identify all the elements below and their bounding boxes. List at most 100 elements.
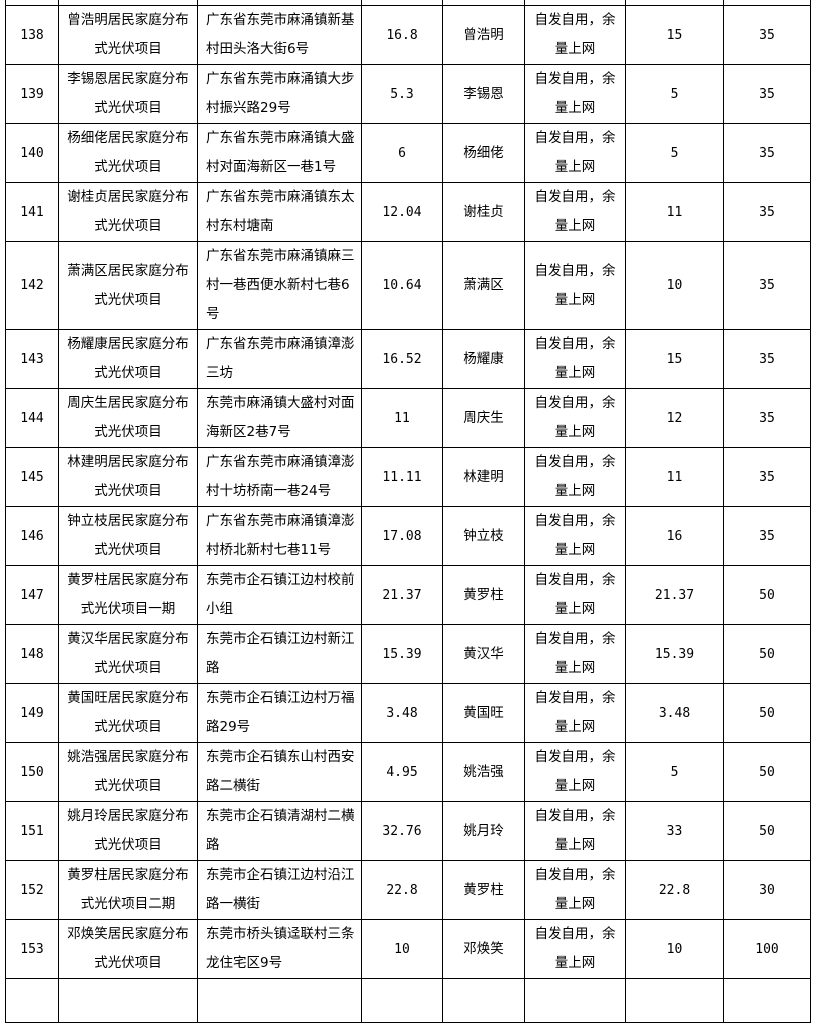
table-row: 140 杨细佬居民家庭分布式光伏项目 广东省东莞市麻涌镇大盛村对面海新区一巷1号 6 杨… [5, 123, 811, 183]
project-name-cell: 黄汉华居民家庭分布式光伏项目 [58, 624, 198, 684]
consumption-mode-cell: 自发自用，余量上网 [524, 388, 626, 448]
value-7-cell: 5 [625, 123, 724, 183]
table-row: 152 黄罗柱居民家庭分布式光伏项目二期 东莞市企石镇江边村沿江路一横街 22.8 黄罗… [5, 860, 811, 920]
value-8-cell: 35 [723, 241, 811, 330]
capacity-cell: 32.76 [361, 801, 443, 861]
table-row: 141 谢桂贞居民家庭分布式光伏项目 广东省东莞市麻涌镇东太村东村塘南 12.04 谢桂… [5, 182, 811, 242]
value-8-cell: 35 [723, 388, 811, 448]
consumption-mode-cell: 自发自用，余量上网 [524, 860, 626, 920]
capacity-cell: 12.04 [361, 182, 443, 242]
value-8-cell: 35 [723, 329, 811, 389]
project-name-cell: 曾浩明居民家庭分布式光伏项目 [58, 5, 198, 65]
table-row: 148 黄汉华居民家庭分布式光伏项目 东莞市企石镇江边村新江路 15.39 黄汉华 自发自… [5, 624, 811, 684]
value-8-cell: 50 [723, 565, 811, 625]
value-8-cell: 50 [723, 683, 811, 743]
owner-name-cell: 邓焕笑 [442, 919, 525, 979]
address-cell: 东莞市企石镇江边村校前小组 [197, 565, 362, 625]
address-cell: 广东省东莞市麻涌镇漳澎三坊 [197, 329, 362, 389]
project-name-cell: 萧满区居民家庭分布式光伏项目 [58, 241, 198, 330]
empty-cell [5, 978, 59, 1023]
value-8-cell: 35 [723, 123, 811, 183]
value-8-cell: 100 [723, 919, 811, 979]
row-number-cell: 143 [5, 329, 59, 389]
value-7-cell: 15.39 [625, 624, 724, 684]
table-row: 145 林建明居民家庭分布式光伏项目 广东省东莞市麻涌镇漳澎村十坊桥南一巷24号 11… [5, 447, 811, 507]
consumption-mode-cell: 自发自用，余量上网 [524, 801, 626, 861]
row-number-cell: 142 [5, 241, 59, 330]
table-row: 149 黄国旺居民家庭分布式光伏项目 东莞市企石镇江边村万福路29号 3.48 黄国旺自… [5, 683, 811, 743]
address-cell: 东莞市企石镇江边村万福路29号 [197, 683, 362, 743]
project-table: 138 曾浩明居民家庭分布式光伏项目 广东省东莞市麻涌镇新基村田头洛大街6号 16.8… [5, 0, 811, 1023]
row-number-cell: 140 [5, 123, 59, 183]
owner-name-cell: 林建明 [442, 447, 525, 507]
value-7-cell: 33 [625, 801, 724, 861]
capacity-cell: 5.3 [361, 64, 443, 124]
row-number-cell: 153 [5, 919, 59, 979]
consumption-mode-cell: 自发自用，余量上网 [524, 447, 626, 507]
owner-name-cell: 谢桂贞 [442, 182, 525, 242]
owner-name-cell: 曾浩明 [442, 5, 525, 65]
consumption-mode-cell: 自发自用，余量上网 [524, 919, 626, 979]
address-cell: 广东省东莞市麻涌镇漳澎村桥北新村七巷11号 [197, 506, 362, 566]
empty-cell [625, 978, 724, 1023]
owner-name-cell: 周庆生 [442, 388, 525, 448]
value-7-cell: 11 [625, 447, 724, 507]
capacity-cell: 16.52 [361, 329, 443, 389]
value-7-cell: 22.8 [625, 860, 724, 920]
row-number-cell: 141 [5, 182, 59, 242]
table-row: 144 周庆生居民家庭分布式光伏项目 东莞市麻涌镇大盛村对面海新区2巷7号 11 周庆生… [5, 388, 811, 448]
owner-name-cell: 杨耀康 [442, 329, 525, 389]
address-cell: 广东省东莞市麻涌镇漳澎村十坊桥南一巷24号 [197, 447, 362, 507]
value-8-cell: 50 [723, 742, 811, 802]
address-cell: 广东省东莞市麻涌镇大盛村对面海新区一巷1号 [197, 123, 362, 183]
empty-cell [361, 978, 443, 1023]
address-cell: 东莞市企石镇东山村西安路二横街 [197, 742, 362, 802]
row-number-cell: 150 [5, 742, 59, 802]
owner-name-cell: 黄国旺 [442, 683, 525, 743]
consumption-mode-cell: 自发自用，余量上网 [524, 742, 626, 802]
row-number-cell: 152 [5, 860, 59, 920]
value-8-cell: 35 [723, 447, 811, 507]
capacity-cell: 22.8 [361, 860, 443, 920]
value-8-cell: 35 [723, 5, 811, 65]
owner-name-cell: 杨细佬 [442, 123, 525, 183]
table-row: 139 李锡恩居民家庭分布式光伏项目 广东省东莞市麻涌镇大步村振兴路29号 5.3 李锡… [5, 64, 811, 124]
table-row: 146 钟立枝居民家庭分布式光伏项目 广东省东莞市麻涌镇漳澎村桥北新村七巷11号 17… [5, 506, 811, 566]
consumption-mode-cell: 自发自用，余量上网 [524, 182, 626, 242]
consumption-mode-cell: 自发自用，余量上网 [524, 624, 626, 684]
consumption-mode-cell: 自发自用，余量上网 [524, 64, 626, 124]
row-number-cell: 138 [5, 5, 59, 65]
row-number-cell: 147 [5, 565, 59, 625]
table-row: 153 邓焕笑居民家庭分布式光伏项目 东莞市桥头镇迳联村三条龙住宅区9号 10 邓焕笑自… [5, 919, 811, 979]
owner-name-cell: 黄罗柱 [442, 860, 525, 920]
table-row: 150 姚浩强居民家庭分布式光伏项目 东莞市企石镇东山村西安路二横街 4.95 姚浩强自… [5, 742, 811, 802]
capacity-cell: 11.11 [361, 447, 443, 507]
address-cell: 东莞市企石镇江边村沿江路一横街 [197, 860, 362, 920]
table-row: 138 曾浩明居民家庭分布式光伏项目 广东省东莞市麻涌镇新基村田头洛大街6号 16.8… [5, 5, 811, 65]
owner-name-cell: 钟立枝 [442, 506, 525, 566]
empty-cell [197, 978, 362, 1023]
empty-cell [442, 978, 525, 1023]
project-name-cell: 黄国旺居民家庭分布式光伏项目 [58, 683, 198, 743]
empty-cell [58, 978, 198, 1023]
project-name-cell: 黄罗柱居民家庭分布式光伏项目一期 [58, 565, 198, 625]
value-8-cell: 35 [723, 182, 811, 242]
value-8-cell: 30 [723, 860, 811, 920]
project-name-cell: 谢桂贞居民家庭分布式光伏项目 [58, 182, 198, 242]
consumption-mode-cell: 自发自用，余量上网 [524, 123, 626, 183]
address-cell: 东莞市桥头镇迳联村三条龙住宅区9号 [197, 919, 362, 979]
value-7-cell: 5 [625, 742, 724, 802]
capacity-cell: 6 [361, 123, 443, 183]
project-name-cell: 邓焕笑居民家庭分布式光伏项目 [58, 919, 198, 979]
consumption-mode-cell: 自发自用，余量上网 [524, 506, 626, 566]
value-7-cell: 21.37 [625, 565, 724, 625]
empty-cell [524, 978, 626, 1023]
capacity-cell: 17.08 [361, 506, 443, 566]
consumption-mode-cell: 自发自用，余量上网 [524, 565, 626, 625]
value-8-cell: 50 [723, 624, 811, 684]
capacity-cell: 15.39 [361, 624, 443, 684]
table-row: 147 黄罗柱居民家庭分布式光伏项目一期 东莞市企石镇江边村校前小组 21.37 黄罗柱… [5, 565, 811, 625]
address-cell: 东莞市企石镇江边村新江路 [197, 624, 362, 684]
row-number-cell: 144 [5, 388, 59, 448]
table-row: 142 萧满区居民家庭分布式光伏项目 广东省东莞市麻涌镇麻三村一巷西便水新村七巷6号… [5, 241, 811, 330]
